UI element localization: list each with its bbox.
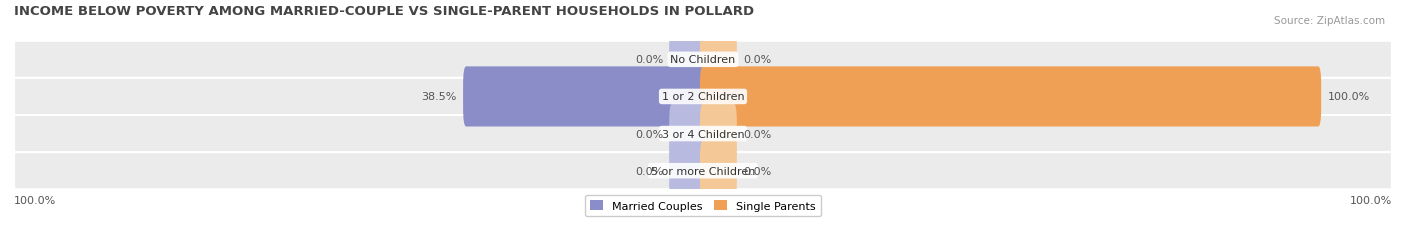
Text: 38.5%: 38.5% <box>422 92 457 102</box>
Text: INCOME BELOW POVERTY AMONG MARRIED-COUPLE VS SINGLE-PARENT HOUSEHOLDS IN POLLARD: INCOME BELOW POVERTY AMONG MARRIED-COUPL… <box>14 5 754 18</box>
Text: 5 or more Children: 5 or more Children <box>651 166 755 176</box>
Text: 100.0%: 100.0% <box>1327 92 1369 102</box>
Text: No Children: No Children <box>671 55 735 65</box>
Text: 0.0%: 0.0% <box>742 55 772 65</box>
Text: 0.0%: 0.0% <box>742 129 772 139</box>
FancyBboxPatch shape <box>669 30 706 90</box>
FancyBboxPatch shape <box>669 141 706 201</box>
Text: 0.0%: 0.0% <box>742 166 772 176</box>
Text: 1 or 2 Children: 1 or 2 Children <box>662 92 744 102</box>
Text: 3 or 4 Children: 3 or 4 Children <box>662 129 744 139</box>
FancyBboxPatch shape <box>669 104 706 164</box>
Text: Source: ZipAtlas.com: Source: ZipAtlas.com <box>1274 16 1385 26</box>
FancyBboxPatch shape <box>14 79 1392 116</box>
Text: 0.0%: 0.0% <box>634 55 664 65</box>
FancyBboxPatch shape <box>700 104 737 164</box>
Text: 0.0%: 0.0% <box>634 166 664 176</box>
FancyBboxPatch shape <box>463 67 706 127</box>
FancyBboxPatch shape <box>14 42 1392 79</box>
Text: 100.0%: 100.0% <box>1350 195 1392 205</box>
Text: 100.0%: 100.0% <box>14 195 56 205</box>
FancyBboxPatch shape <box>14 116 1392 152</box>
Legend: Married Couples, Single Parents: Married Couples, Single Parents <box>585 195 821 216</box>
FancyBboxPatch shape <box>700 67 1322 127</box>
FancyBboxPatch shape <box>700 141 737 201</box>
FancyBboxPatch shape <box>700 30 737 90</box>
FancyBboxPatch shape <box>14 152 1392 189</box>
Text: 0.0%: 0.0% <box>634 129 664 139</box>
